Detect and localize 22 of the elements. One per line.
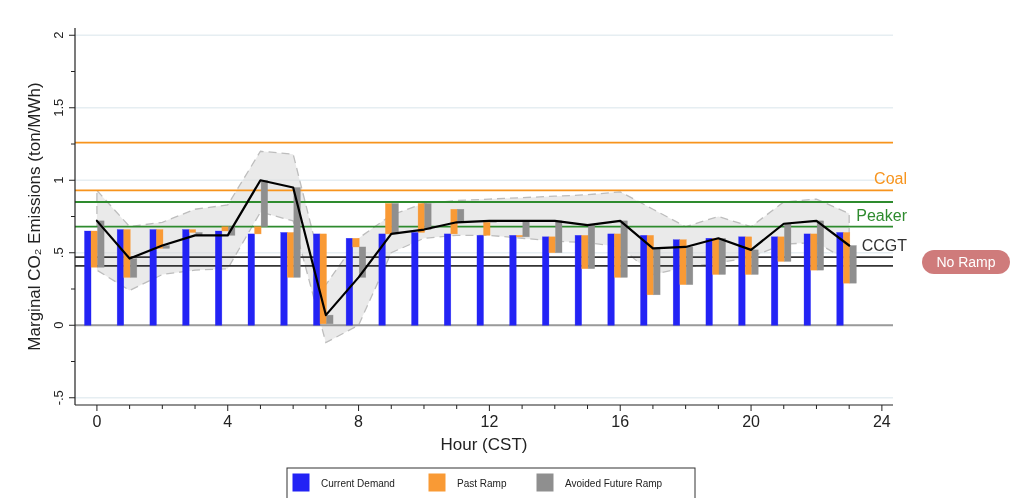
legend-label: Avoided Future Ramp	[565, 478, 663, 489]
y-tick-label: 0	[51, 321, 66, 329]
x-axis-title: Hour (CST)	[440, 435, 528, 454]
x-tick-label: 20	[742, 413, 761, 430]
legend-label: Past Ramp	[457, 478, 507, 489]
y-tick-label: .5	[51, 247, 66, 259]
y-tick-label: 2	[51, 31, 66, 39]
y-tick-label: 1	[51, 176, 66, 184]
x-tick-label: 12	[480, 413, 499, 430]
ref-line-label: CCGT	[861, 237, 908, 255]
x-tick-label: 8	[354, 413, 364, 430]
y-tick-label: -.5	[51, 390, 66, 406]
ref-line-label: Coal	[874, 170, 907, 188]
x-tick-label: 24	[872, 413, 891, 430]
toggle-button: No Ramp	[922, 250, 1010, 274]
x-tick-label: 4	[223, 413, 233, 430]
y-tick-label: 1.5	[51, 98, 66, 117]
x-tick-label: 16	[611, 413, 630, 430]
y-axis-title: Marginal CO₂ Emissions (ton/MWh)	[25, 82, 44, 351]
legend-label: Current Demand	[321, 478, 395, 489]
ref-line-label: Peaker	[856, 206, 908, 224]
x-tick-label: 0	[92, 413, 102, 430]
